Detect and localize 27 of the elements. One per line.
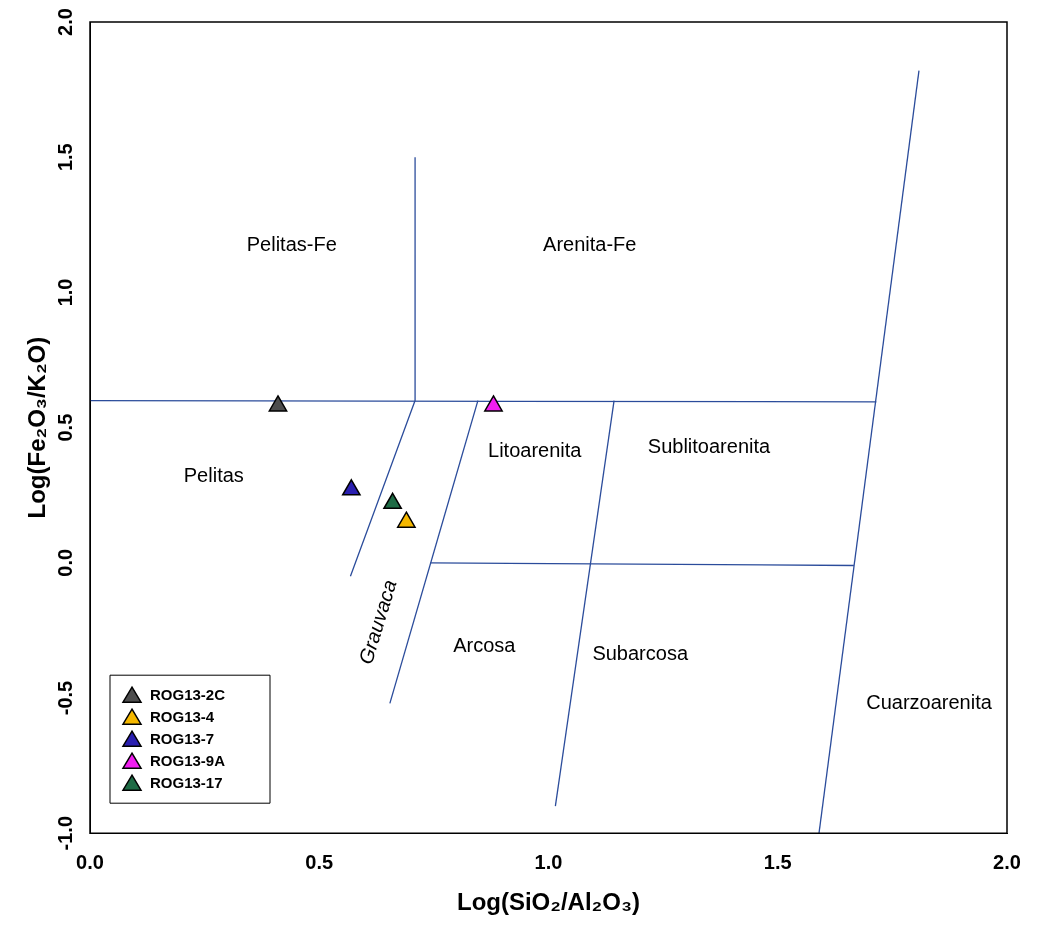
x-tick-label: 0.5	[305, 850, 334, 873]
legend-label: ROG13-17	[150, 774, 223, 792]
y-tick-label: 2.0	[53, 8, 76, 36]
y-tick-label: 0.5	[53, 413, 76, 442]
y-tick-label: 0.0	[53, 548, 76, 577]
legend-label: ROG13-4	[150, 708, 215, 726]
legend-label: ROG13-9A	[150, 752, 226, 770]
y-tick-label: 1.5	[53, 143, 76, 172]
annotation: Pelitas-Fe	[246, 232, 337, 255]
x-axis-title: Log(SiO₂/Al₂O₃)	[456, 888, 641, 916]
annotation: Sublitoarenita	[647, 435, 771, 458]
legend-label: ROG13-7	[150, 730, 215, 748]
y-axis-title: Log(Fe₂O₃/K₂O)	[23, 336, 51, 519]
x-tick-label: 1.5	[763, 850, 792, 873]
annotation: Arenita-Fe	[543, 232, 637, 255]
annotation: Pelitas	[183, 463, 244, 486]
y-tick-label: -0.5	[53, 680, 76, 716]
annotation: Subarcosa	[592, 642, 689, 665]
annotation: Cuarzoarenita	[866, 690, 993, 713]
annotation: Arcosa	[453, 634, 517, 657]
x-tick-label: 1.0	[534, 850, 563, 873]
y-tick-label: 1.0	[53, 278, 76, 307]
annotation: Litoarenita	[488, 439, 583, 462]
x-tick-label: 2.0	[993, 850, 1021, 873]
x-tick-label: 0.0	[76, 850, 104, 873]
y-tick-label: -1.0	[53, 815, 76, 851]
legend-label: ROG13-2C	[150, 686, 226, 704]
